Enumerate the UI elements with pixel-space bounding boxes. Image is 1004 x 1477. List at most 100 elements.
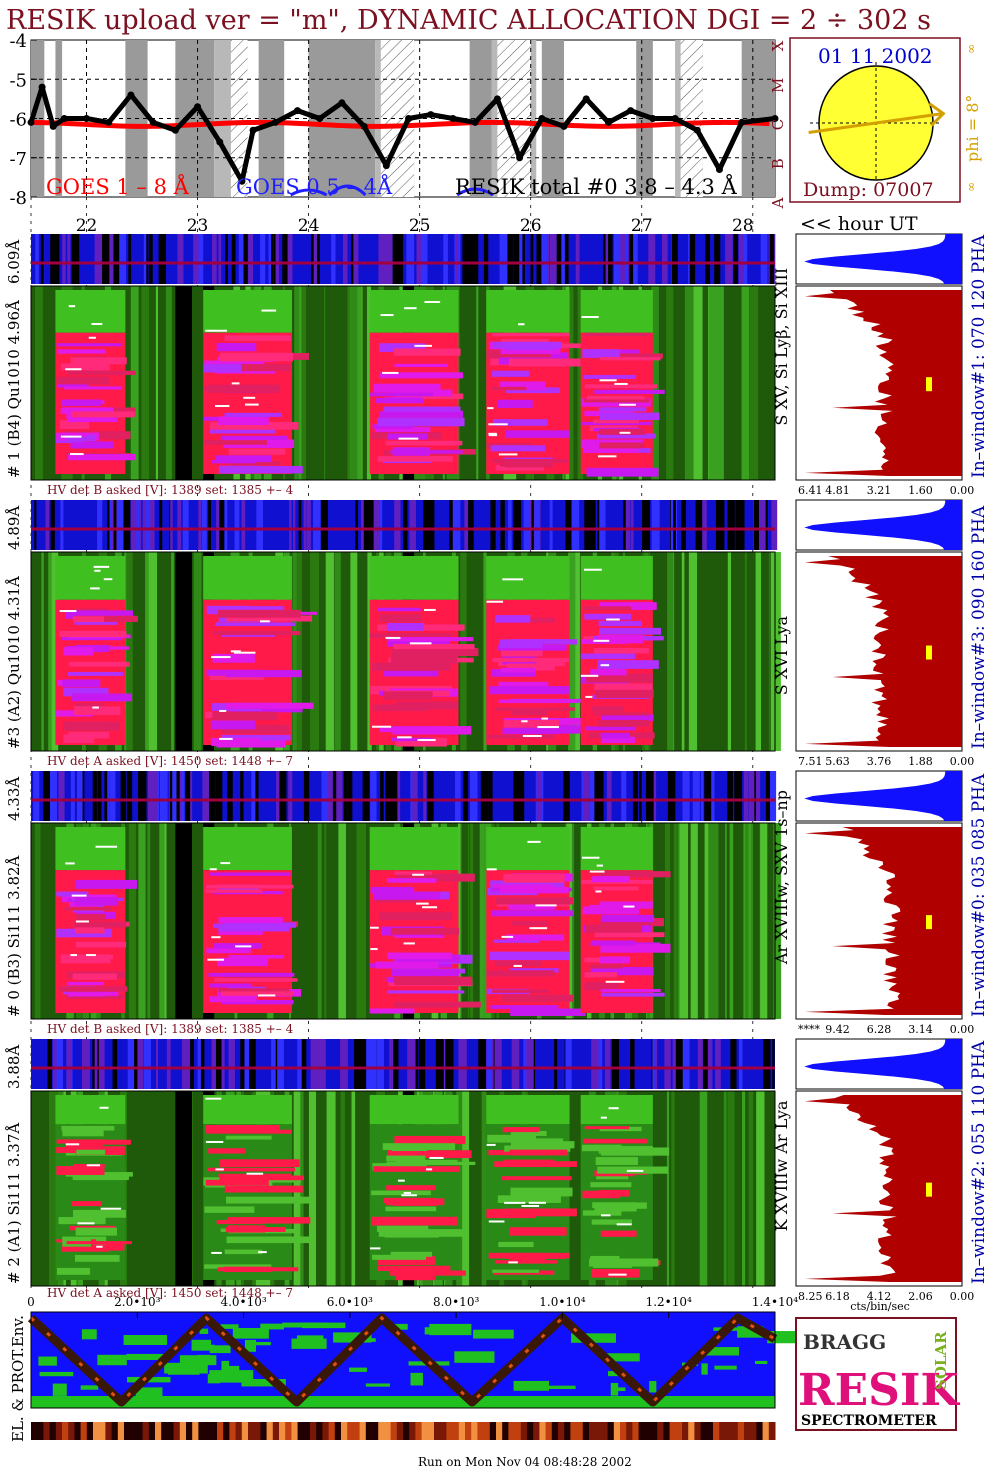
pha-strip-stripe bbox=[464, 500, 468, 550]
environment-flux-patch bbox=[617, 1387, 626, 1392]
pha-strip-stripe bbox=[486, 1039, 492, 1089]
spectrogram-streak bbox=[226, 1217, 311, 1224]
spectrogram-streak bbox=[491, 989, 550, 993]
spectrogram-streak bbox=[383, 406, 461, 412]
pha-strip-stripe bbox=[40, 234, 44, 284]
spectrogram-streak bbox=[209, 422, 299, 430]
spectrogram-bright-band bbox=[580, 827, 653, 871]
spectrogram-hot-pixel bbox=[219, 709, 227, 712]
spectrogram-hot-pixel bbox=[600, 664, 610, 667]
spectrogram-streak bbox=[209, 872, 291, 876]
pha-strip-stripe bbox=[468, 500, 474, 550]
spectrogram-hot-pixel bbox=[88, 336, 96, 339]
pha-strip-stripe bbox=[363, 500, 372, 550]
pha-strip-stripe bbox=[415, 1039, 419, 1089]
pha-strip-stripe bbox=[55, 1039, 64, 1089]
pha-strip-stripe bbox=[243, 234, 248, 284]
pha-strip-stripe bbox=[652, 1039, 655, 1089]
pha-strip-stripe bbox=[222, 1039, 225, 1089]
pha-strip-stripe bbox=[260, 234, 266, 284]
pha-strip-stripe bbox=[546, 234, 550, 284]
spectrogram-column bbox=[664, 823, 671, 1019]
pha-strip-stripe bbox=[76, 771, 83, 821]
pha-strip-stripe bbox=[675, 1039, 684, 1089]
pha-strip-stripe bbox=[513, 234, 520, 284]
spectrogram-hot-pixel bbox=[403, 1191, 411, 1194]
spectrogram-streak bbox=[506, 663, 555, 671]
spectrogram-streak bbox=[590, 1268, 640, 1278]
phi-arrow-head bbox=[928, 102, 946, 127]
pha-strip-stripe bbox=[168, 771, 177, 821]
environment-heat-strip-cell bbox=[502, 1422, 509, 1440]
spectrogram-bright-band bbox=[369, 827, 459, 871]
spectrogram-streak bbox=[494, 939, 539, 943]
spectrogram-column bbox=[168, 286, 176, 480]
spectrogram-streak bbox=[589, 904, 635, 909]
panel-line-label: K XVIIIw Ar Lya bbox=[772, 1100, 791, 1231]
spectrogram-streak bbox=[487, 734, 555, 739]
spectrogram-streak bbox=[511, 710, 548, 716]
spectrum-tick-label: 5.63 bbox=[825, 755, 850, 768]
pha-strip-stripe bbox=[101, 234, 110, 284]
pha-strip-band bbox=[31, 527, 775, 531]
spectrogram-streak bbox=[74, 896, 119, 906]
pha-strip-stripe bbox=[389, 1039, 392, 1089]
pha-strip-stripe bbox=[279, 771, 287, 821]
spectrogram-streak bbox=[391, 648, 479, 657]
spectrogram-bright-band bbox=[203, 290, 292, 333]
pha-strip-stripe bbox=[452, 500, 461, 550]
environment-heat-strip-cell bbox=[663, 1422, 671, 1440]
spectrogram-hot-pixel bbox=[412, 873, 425, 876]
spectrum-tick-label: 0.00 bbox=[950, 755, 975, 768]
pha-strip-stripe bbox=[216, 500, 221, 550]
environment-heat-strip-cell bbox=[105, 1422, 113, 1440]
pha-strip-stripe bbox=[393, 1039, 399, 1089]
environment-heat-strip-cell bbox=[316, 1422, 323, 1440]
panel-detector-label: # 0 (B3) Si111 3.82Å bbox=[5, 855, 23, 1017]
spectrogram-streak bbox=[598, 871, 671, 878]
pha-strip-stripe bbox=[765, 771, 772, 821]
spectrogram-streak bbox=[395, 737, 448, 747]
spectrogram-streak bbox=[221, 991, 294, 996]
environment-flux-patch bbox=[349, 1367, 367, 1372]
environment-heat-strip-cell bbox=[700, 1422, 708, 1440]
pha-strip-stripe bbox=[169, 771, 173, 821]
pha-strip-stripe bbox=[209, 771, 216, 821]
environment-flux-patch bbox=[38, 1356, 57, 1366]
spectrogram-column bbox=[456, 286, 465, 480]
pha-strip-stripe bbox=[483, 771, 489, 821]
pha-strip-stripe bbox=[273, 234, 276, 284]
spectrogram-hot-pixel bbox=[423, 608, 436, 611]
environment-flux-patch bbox=[81, 1329, 97, 1340]
spectrogram-column bbox=[726, 823, 730, 1019]
spectrogram-streak bbox=[216, 740, 286, 748]
pha-strip-stripe bbox=[642, 500, 651, 550]
environment-heat-strip-cell bbox=[638, 1422, 646, 1440]
spectrogram-streak bbox=[596, 433, 657, 439]
environment-heat-strip-cell bbox=[378, 1422, 385, 1440]
spectrogram-column bbox=[340, 552, 348, 751]
spectrogram-streak bbox=[395, 1273, 436, 1281]
pha-strip-stripe bbox=[62, 234, 66, 284]
spectrogram-streak bbox=[371, 1216, 458, 1226]
pha-strip-stripe bbox=[530, 234, 534, 284]
pha-strip-stripe bbox=[406, 234, 415, 284]
pha-strip-stripe bbox=[361, 1039, 367, 1089]
spectrogram-hot-pixel bbox=[513, 964, 522, 967]
pha-strip-stripe bbox=[409, 500, 416, 550]
spectrogram-column bbox=[731, 552, 735, 751]
environment-heat-strip-cell bbox=[341, 1422, 348, 1440]
spectrum-profile bbox=[804, 556, 962, 747]
spectrogram-column bbox=[457, 823, 461, 1019]
environment-heat-strip-cell bbox=[564, 1422, 571, 1440]
spectrogram-hot-pixel bbox=[501, 935, 514, 938]
spectrogram-hot-pixel bbox=[488, 423, 508, 426]
pha-strip-stripe bbox=[107, 500, 111, 550]
spectrogram-column bbox=[727, 552, 733, 751]
panel-top-label: 4.33Å bbox=[5, 777, 23, 821]
spectrogram-streak bbox=[595, 1157, 638, 1166]
spectrogram-streak bbox=[387, 433, 428, 440]
pha-strip-stripe bbox=[123, 500, 131, 550]
environment-heat-strip-cell bbox=[644, 1422, 652, 1440]
resik-total-point bbox=[238, 177, 246, 185]
